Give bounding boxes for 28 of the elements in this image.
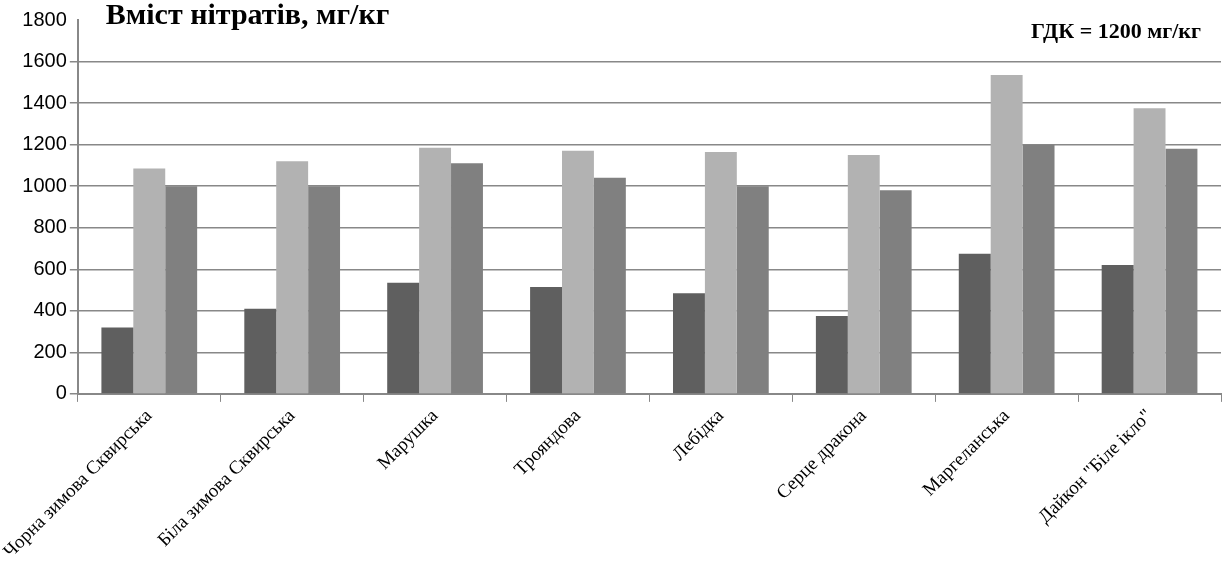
- y-tick-label: 1800: [22, 7, 67, 30]
- bar: [530, 286, 563, 394]
- y-tick-label: 200: [33, 339, 67, 362]
- bar: [1101, 265, 1134, 394]
- bar: [672, 293, 705, 394]
- y-tick-label: 0: [55, 381, 67, 404]
- bar: [815, 315, 848, 394]
- y-tick-label: 1600: [22, 49, 67, 72]
- bar: [562, 150, 594, 394]
- bar: [704, 151, 737, 394]
- bar: [990, 75, 1023, 394]
- bar: [387, 282, 420, 394]
- annotation: ГДК = 1200 мг/кг: [1031, 17, 1201, 43]
- bar: [958, 253, 991, 394]
- y-tick-label: 1200: [22, 132, 67, 155]
- bar: [1133, 108, 1166, 394]
- y-tick-label: 1400: [22, 90, 67, 113]
- bar: [419, 147, 452, 394]
- y-tick-label: 600: [33, 256, 67, 279]
- y-tick-label: 1000: [22, 173, 67, 196]
- bar: [276, 161, 309, 394]
- y-tick-label: 800: [33, 215, 67, 238]
- bar: [133, 168, 166, 394]
- bar: [101, 327, 134, 394]
- bar: [847, 155, 880, 394]
- chart-title: Вміст нітратів, мг/кг: [105, 0, 390, 30]
- y-tick-label: 400: [33, 298, 67, 321]
- bar: [244, 308, 277, 394]
